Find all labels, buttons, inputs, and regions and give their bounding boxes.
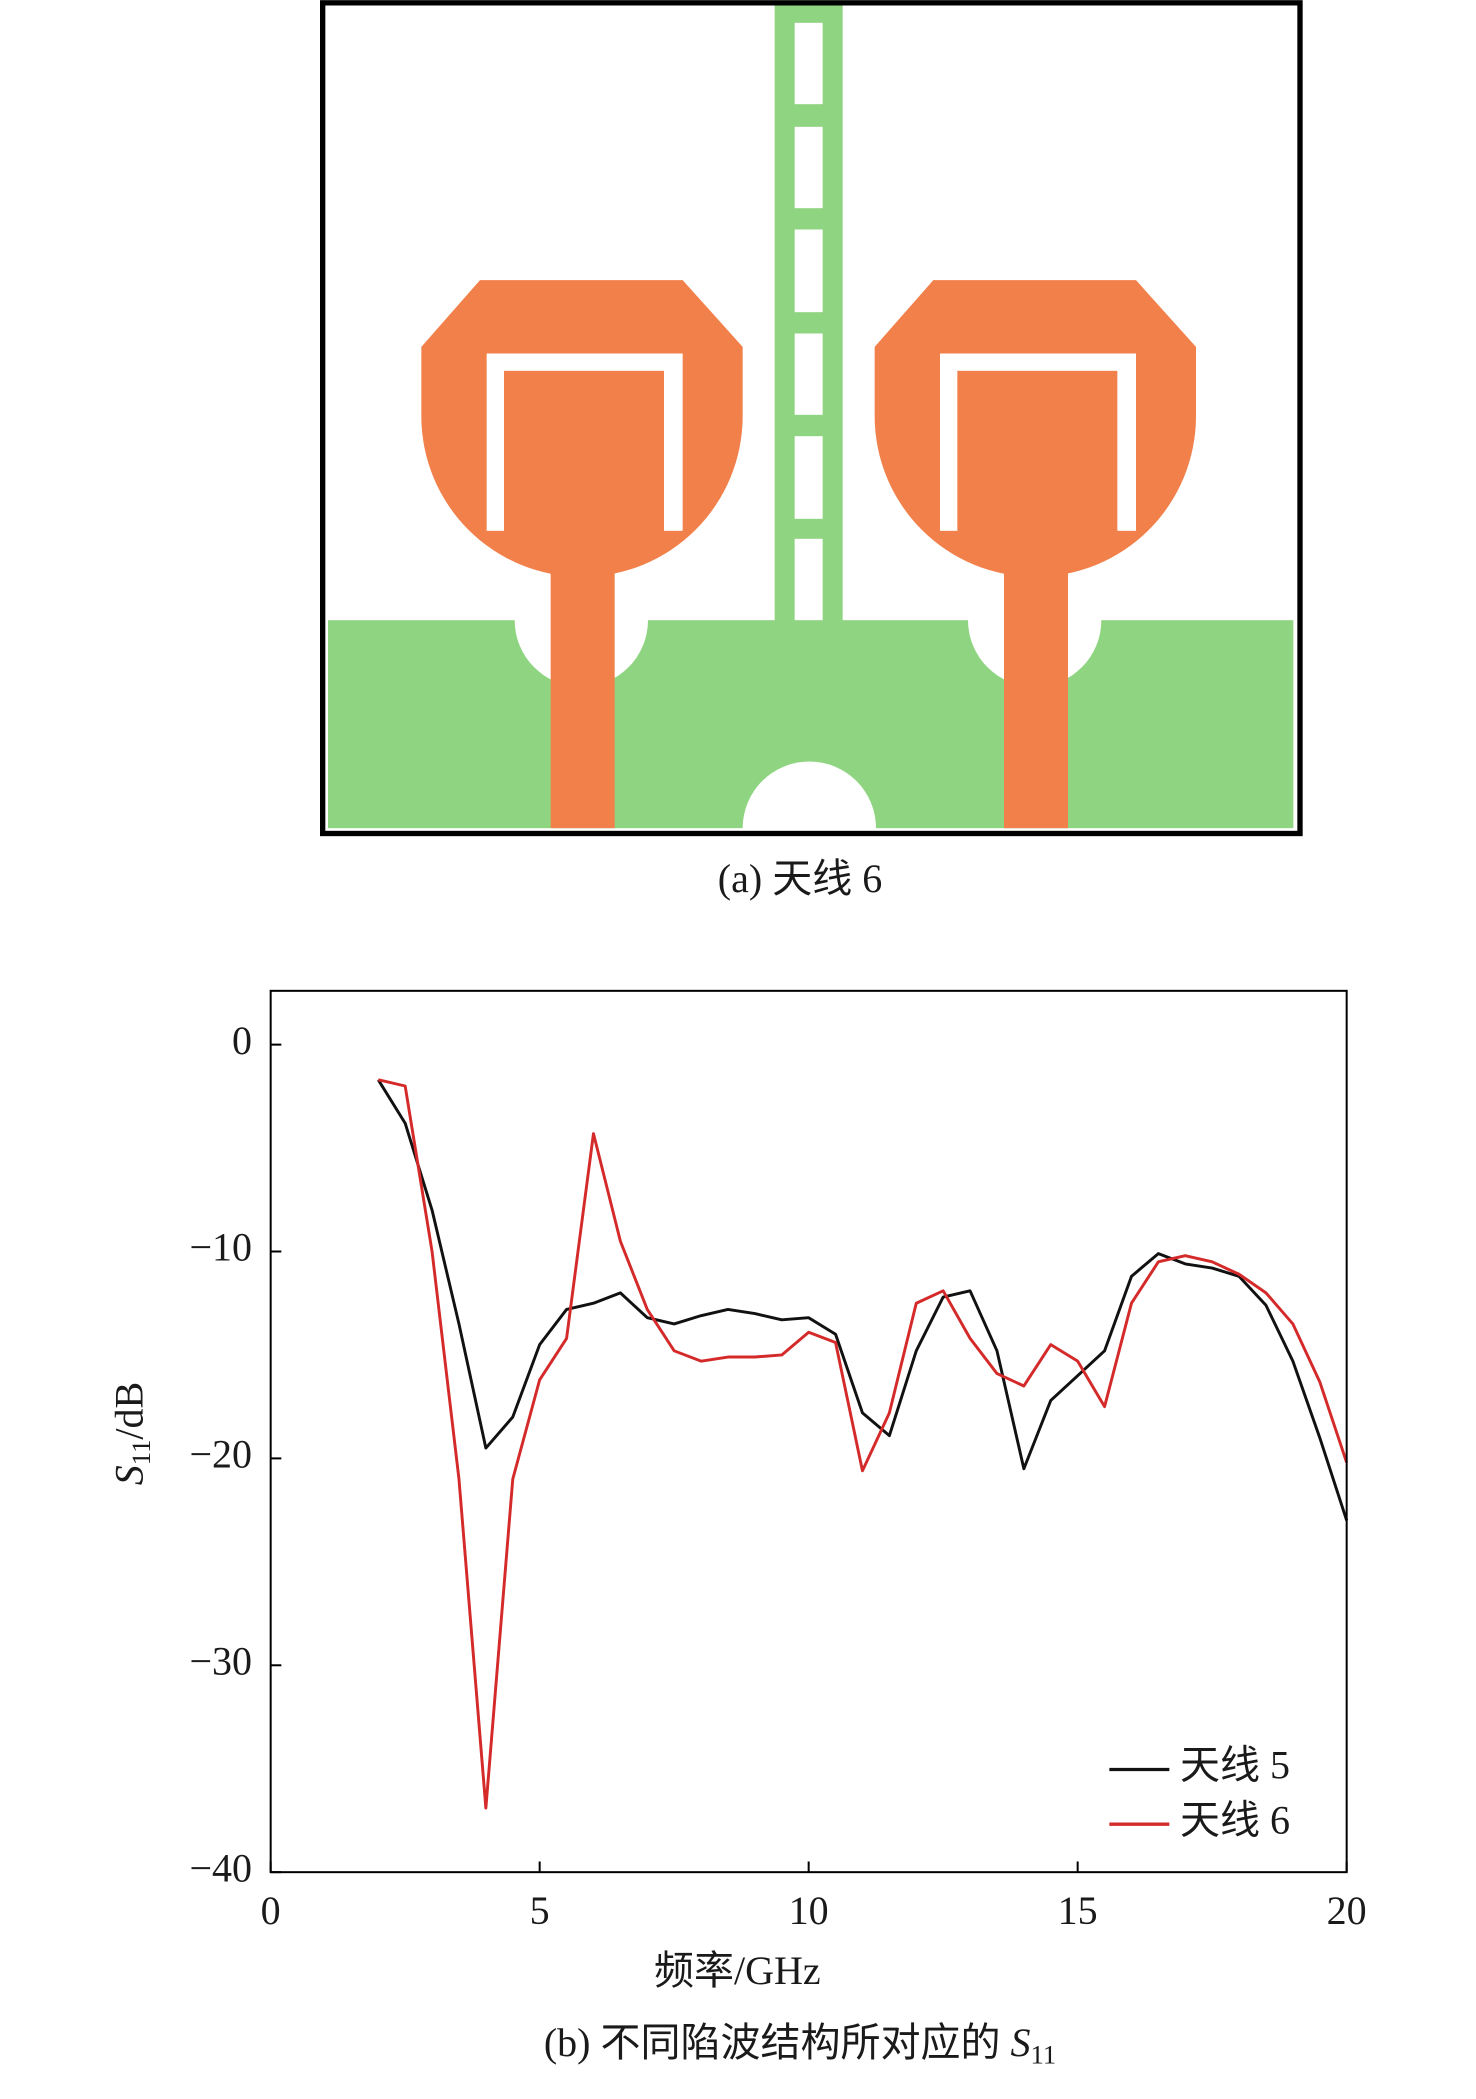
y-tick-label: −30 xyxy=(189,1638,252,1683)
strip-holes xyxy=(794,22,823,621)
legend-label: 天线 6 xyxy=(1180,1797,1290,1842)
y-tick-label: −10 xyxy=(189,1225,252,1270)
series-line xyxy=(377,1078,1349,1810)
patch-right xyxy=(874,280,1196,829)
y-label-unit: /dB xyxy=(107,1382,152,1440)
x-tick-label: 20 xyxy=(1327,1888,1367,1933)
x-tick-label: 10 xyxy=(789,1888,829,1933)
x-tick-label: 5 xyxy=(530,1888,550,1933)
antenna-diagram xyxy=(319,0,1303,895)
y-label-subscript: 11 xyxy=(126,1440,156,1466)
x-tick-label: 0 xyxy=(261,1888,281,1933)
frame xyxy=(319,0,1303,837)
y-tick-label: −20 xyxy=(189,1432,252,1477)
y-tick-label: −40 xyxy=(189,1845,252,1890)
y-tick-label: 0 xyxy=(232,1018,252,1063)
caption-a: (a) 天线 6 xyxy=(718,856,882,901)
caption-symbol: S xyxy=(1010,2020,1030,2065)
caption-b: (b) 不同陷波结构所对应的 S11 xyxy=(544,2020,1056,2070)
legend-label: 天线 5 xyxy=(1180,1743,1290,1788)
caption-text: (b) 不同陷波结构所对应的 xyxy=(544,2020,1011,2065)
x-axis-label: 频率/GHz xyxy=(654,1948,821,1993)
plot-frame xyxy=(269,989,1348,1874)
ground-notch xyxy=(742,761,876,895)
caption-subscript: 11 xyxy=(1030,2040,1056,2070)
series-line xyxy=(377,1079,1349,1521)
y-axis-label: S11/dB xyxy=(107,1382,157,1485)
x-tick-label: 15 xyxy=(1058,1888,1098,1933)
patch-left xyxy=(421,280,743,829)
y-label-symbol: S xyxy=(107,1465,152,1485)
